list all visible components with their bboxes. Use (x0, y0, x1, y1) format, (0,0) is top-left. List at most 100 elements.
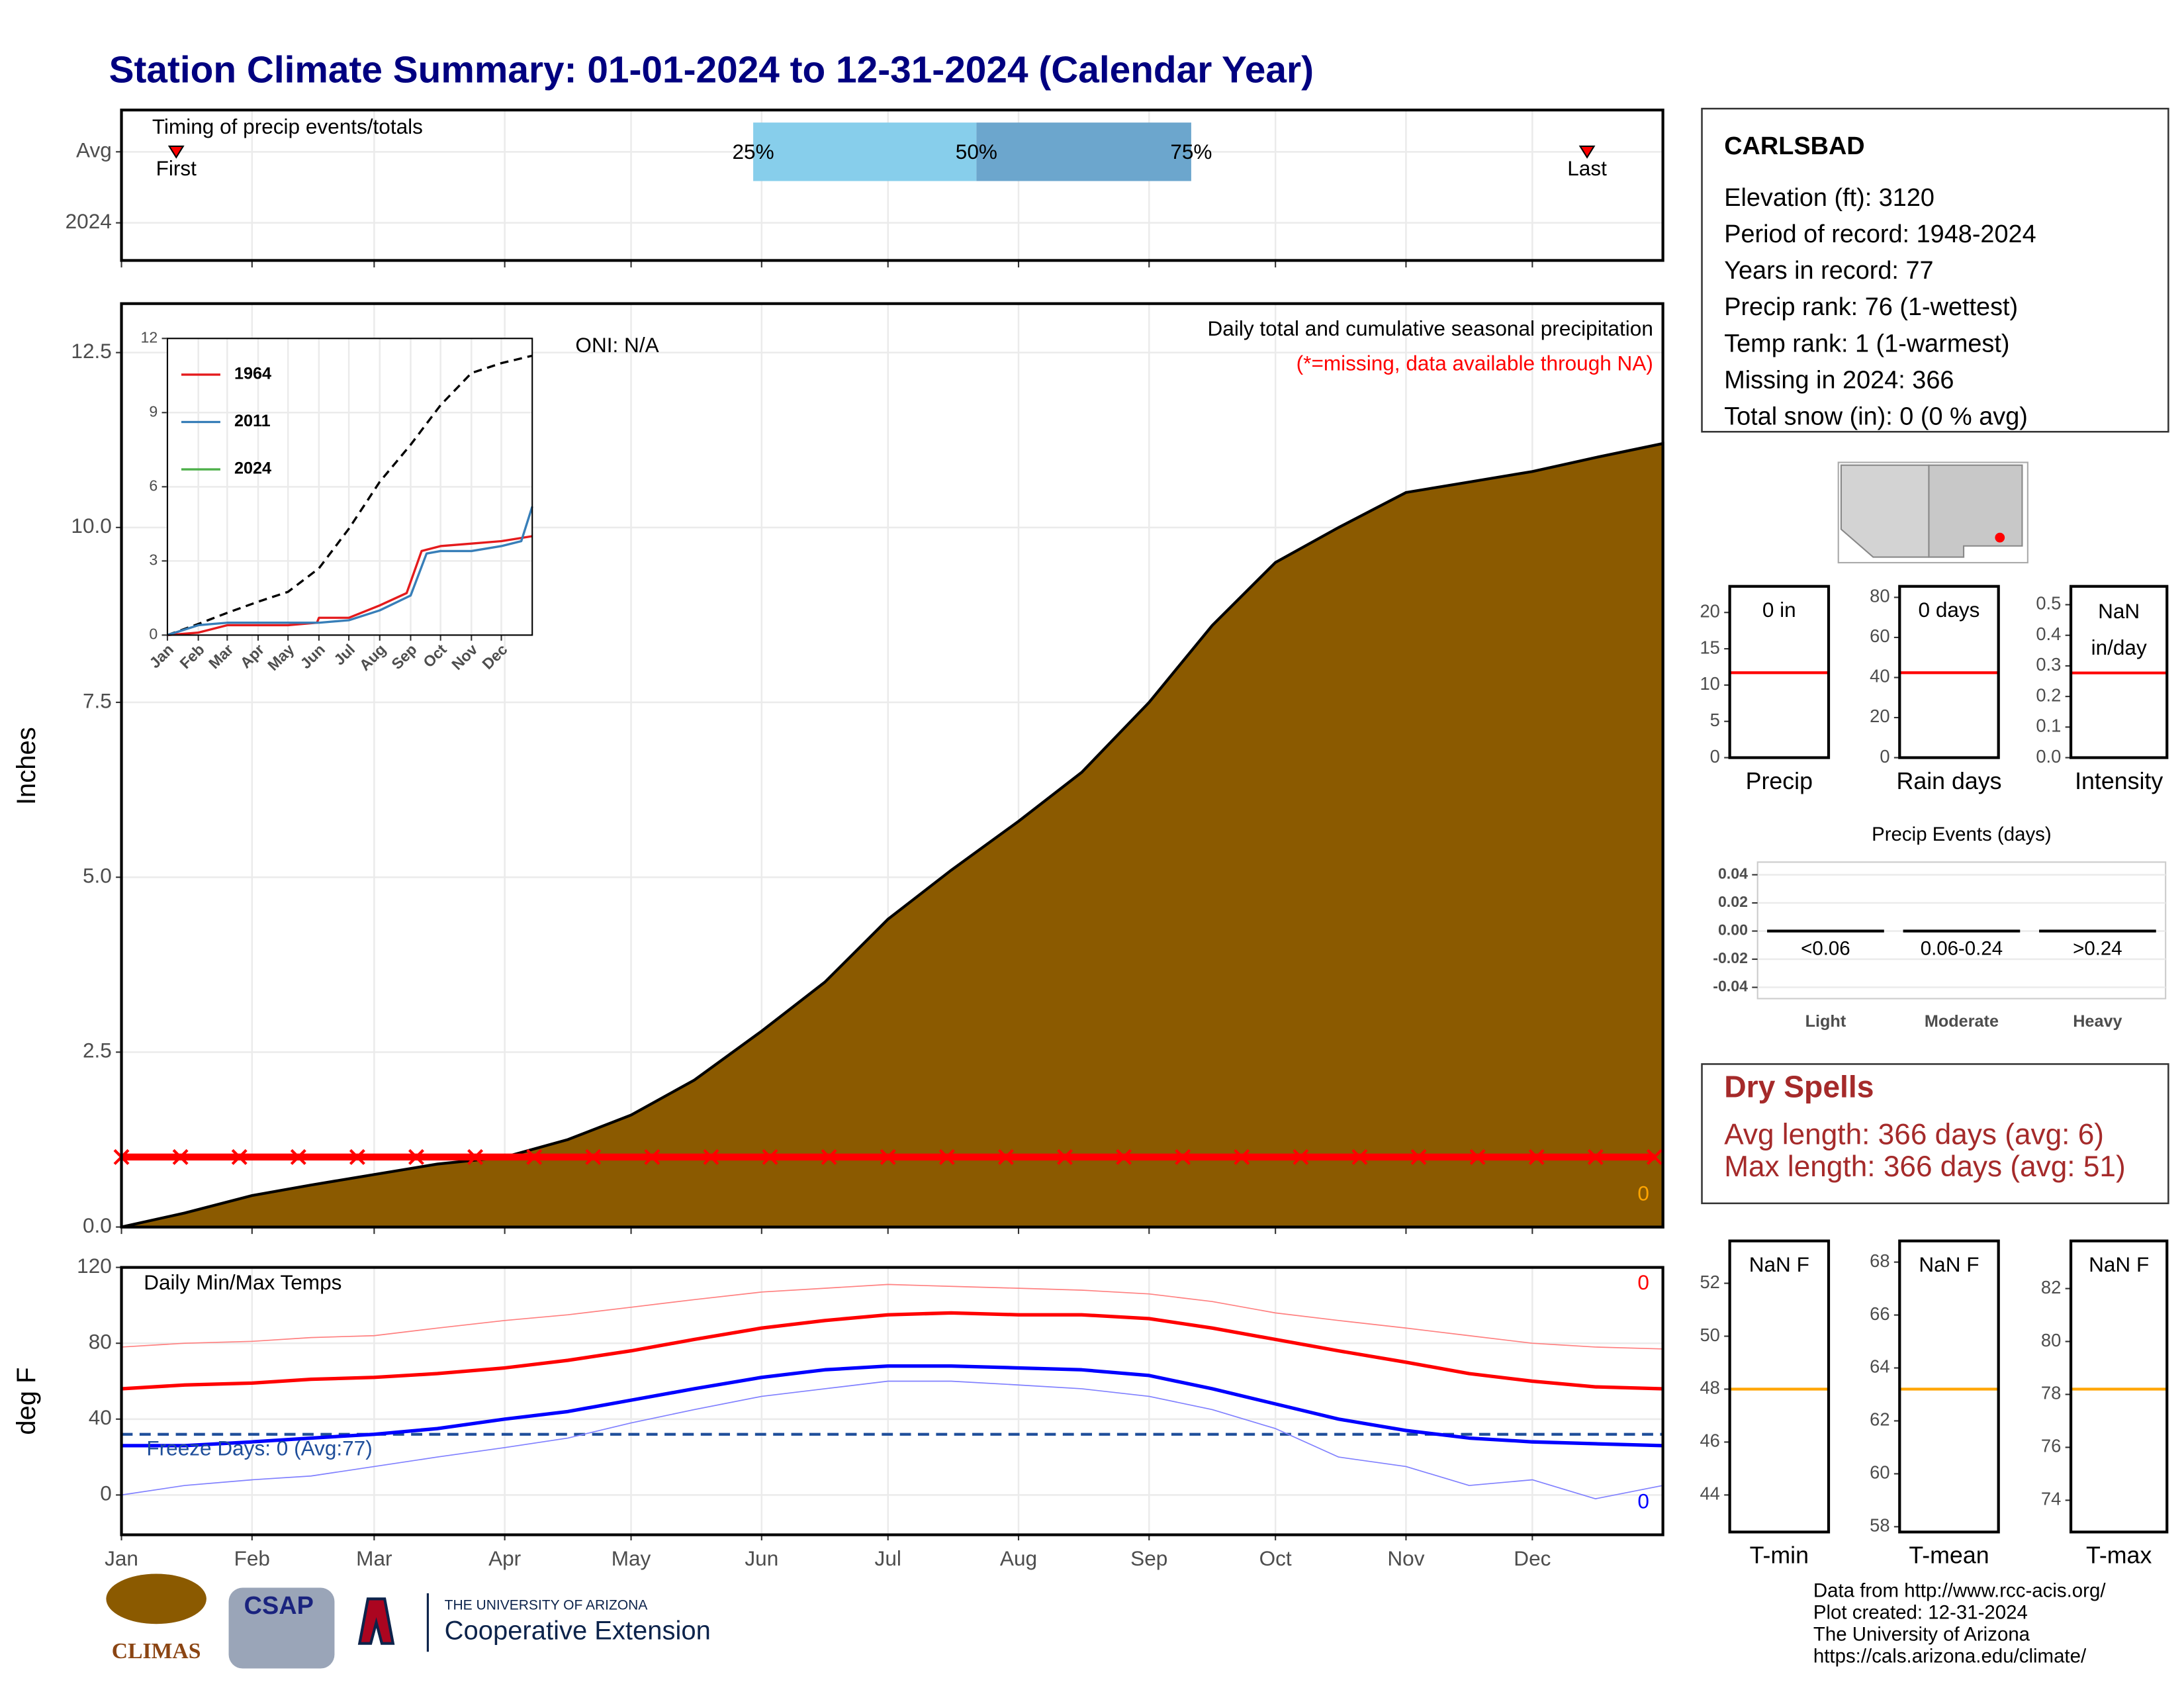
y-tick-label: Avg (76, 138, 112, 162)
station-info: Temp rank: 1 (1-warmest) (1724, 330, 2009, 357)
series-line (121, 1284, 1663, 1350)
dry-spells-title: Dry Spells (1724, 1070, 1874, 1104)
missing-marker (880, 1149, 896, 1165)
timing-marker (1578, 145, 1596, 159)
y-tick-label: 0 (100, 1481, 112, 1505)
y-tick-label: 80 (89, 1330, 112, 1354)
credit-line: Plot created: 12-31-2024 (1813, 1602, 2028, 1624)
max-count: 0 (1637, 1270, 1649, 1294)
y-tick-label: 5 (1710, 710, 1720, 730)
logo-text: CSAP (244, 1592, 314, 1620)
dry-spell-info: Max length: 366 days (avg: 51) (1724, 1150, 2125, 1183)
credit-line: Data from http://www.rcc-acis.org/ (1813, 1580, 2106, 1602)
series-line (121, 1311, 1663, 1391)
x-tick-label: Jan (105, 1546, 138, 1570)
y-tick-label: 0 (1880, 746, 1889, 767)
series-line (121, 1364, 1663, 1448)
plot-frame (120, 109, 1664, 262)
y-tick-label: 0.4 (2036, 624, 2061, 644)
bar (2039, 929, 2156, 933)
x-tick-label: Dec (1514, 1546, 1551, 1570)
missing-marker (172, 1149, 189, 1165)
range-label: >0.24 (2073, 938, 2122, 960)
panel-label: Precip (1746, 768, 1813, 794)
plot-frame (1898, 1239, 2000, 1534)
missing-marker (467, 1149, 484, 1165)
y-tick-label: 0.5 (2036, 593, 2061, 614)
chart-subtitle: (*=missing, data available through NA) (1297, 352, 1653, 375)
quartile-box (753, 122, 977, 181)
legend-label: 1964 (234, 365, 271, 383)
y-tick-label: 60 (1870, 626, 1889, 646)
y-tick-label: 0.04 (1718, 865, 1748, 882)
quartile-box (976, 122, 1191, 181)
value-text: NaN F (2089, 1252, 2149, 1276)
y-tick-label: -0.02 (1713, 949, 1748, 966)
y-tick-label: 0 (149, 626, 158, 643)
y-tick-label: 40 (1870, 666, 1889, 686)
station-box (1701, 107, 2169, 433)
station-info: Total snow (in): 0 (0 % avg) (1724, 403, 2028, 431)
plot-frame (166, 338, 533, 636)
y-tick-label: 0.02 (1718, 893, 1748, 910)
y-tick-label: 120 (77, 1254, 112, 1278)
range-label: 0.06-0.24 (1921, 938, 2003, 960)
y-tick-label: 48 (1700, 1378, 1719, 1398)
plot-frame (2069, 585, 2169, 759)
y-tick-label: 15 (1700, 637, 1719, 657)
logo-text: Cooperative Extension (445, 1616, 711, 1645)
y-tick-label: 74 (2041, 1489, 2061, 1509)
missing-marker (1587, 1149, 1604, 1165)
panel-label: Intensity (2075, 768, 2163, 794)
quartile-label: 75% (1170, 140, 1212, 164)
bar (1767, 929, 1884, 933)
station-info: Precip rank: 76 (1-wettest) (1724, 293, 2018, 321)
y-axis-label: deg F (12, 1367, 41, 1434)
series-line (121, 1380, 1663, 1499)
station-info: Missing in 2024: 366 (1724, 366, 1954, 394)
y-tick-label: 68 (1870, 1250, 1889, 1271)
dry-spells-box (1701, 1063, 2169, 1205)
plot-frame (1728, 585, 1831, 759)
value-text: NaN (2098, 599, 2140, 623)
missing-marker (1056, 1149, 1073, 1165)
chart-title: Daily total and cumulative seasonal prec… (1208, 316, 1653, 340)
missing-marker (408, 1149, 424, 1165)
chart-title: Daily Min/Max Temps (144, 1270, 341, 1294)
y-tick-label: 44 (1700, 1483, 1719, 1504)
y-tick-label: 9 (149, 402, 158, 420)
y-tick-label: 2.5 (83, 1039, 112, 1062)
missing-marker (703, 1149, 719, 1165)
x-tick-label: Jun (745, 1546, 778, 1570)
corner-label: 0 (1637, 1182, 1649, 1205)
average-line (167, 354, 533, 636)
y-tick-label: 0.0 (83, 1213, 112, 1237)
missing-marker (1116, 1149, 1132, 1165)
station-info: Period of record: 1948-2024 (1724, 220, 2036, 248)
y-tick-label: 0.3 (2036, 654, 2061, 675)
y-tick-label: 60 (1870, 1462, 1889, 1483)
y-tick-label: 58 (1870, 1515, 1889, 1536)
credit-line: The University of Arizona (1813, 1624, 2030, 1646)
y-tick-label: 64 (1870, 1356, 1889, 1377)
missing-marker (349, 1149, 365, 1165)
missing-marker (526, 1149, 543, 1165)
y-tick-label: 50 (1700, 1325, 1719, 1345)
missing-marker (1410, 1149, 1427, 1165)
timing-marker (167, 145, 185, 159)
y-tick-label: 10 (1700, 673, 1719, 694)
y-tick-label: 12 (141, 328, 158, 346)
min-count: 0 (1637, 1489, 1649, 1513)
value-text: NaN F (1919, 1252, 1979, 1276)
y-tick-label: 20 (1700, 600, 1719, 621)
missing-marker (585, 1149, 602, 1165)
marker-label: First (156, 156, 197, 180)
station-info: Elevation (ft): 3120 (1724, 184, 1934, 212)
y-tick-label: 46 (1700, 1430, 1719, 1451)
missing-marker (938, 1149, 955, 1165)
x-tick-label: May (612, 1546, 651, 1570)
x-tick-label: Mar (356, 1546, 392, 1570)
panel-label: T-min (1750, 1542, 1809, 1569)
y-tick-label: 6 (149, 477, 158, 494)
